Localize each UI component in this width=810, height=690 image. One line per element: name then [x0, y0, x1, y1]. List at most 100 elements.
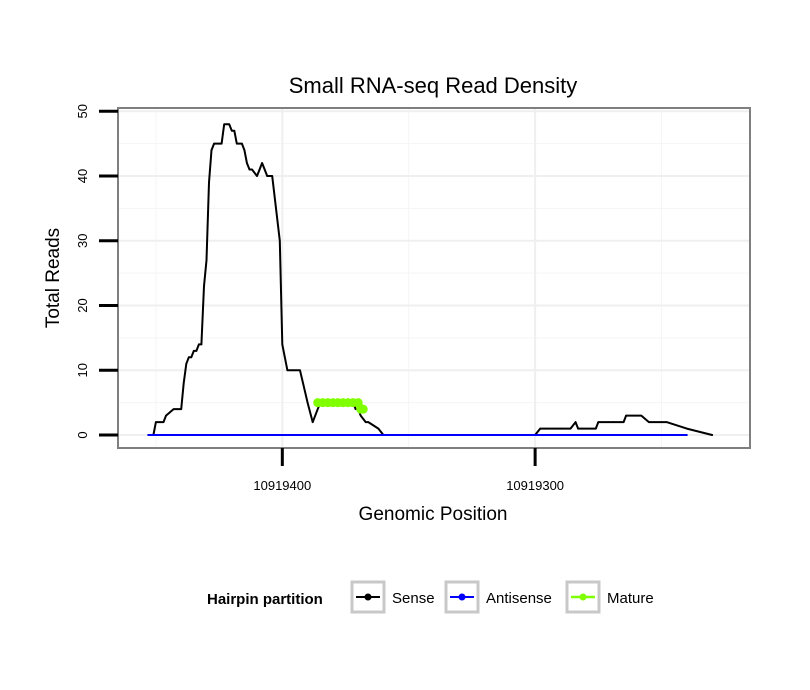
- data-point-sense: [198, 343, 200, 346]
- data-point-sense: [233, 129, 236, 132]
- data-point-sense: [256, 175, 258, 177]
- data-point-sense: [289, 369, 291, 372]
- y-tick-label: 50: [75, 104, 90, 118]
- data-point-antisense: [147, 434, 150, 436]
- data-point-sense: [559, 427, 562, 430]
- x-tick-label: 10919400: [253, 478, 311, 493]
- data-point-sense: [686, 427, 688, 430]
- data-point-sense: [367, 421, 370, 423]
- data-point-sense: [205, 259, 208, 261]
- data-point-sense: [607, 421, 610, 423]
- data-point-sense: [594, 427, 597, 430]
- legend-item-antisense: Antisense: [444, 580, 552, 614]
- chart-title: Small RNA-seq Read Density: [289, 73, 578, 98]
- data-point-sense: [650, 421, 653, 423]
- data-point-sense: [266, 175, 268, 177]
- data-point-sense: [175, 408, 177, 410]
- data-point-sense: [195, 350, 198, 352]
- data-point-sense: [261, 162, 263, 164]
- data-point-sense: [241, 142, 243, 145]
- data-point-sense: [155, 421, 157, 423]
- data-point-sense: [574, 421, 577, 423]
- data-point-sense: [228, 123, 231, 125]
- plot-background: [118, 108, 750, 448]
- x-axis-title: Genomic Position: [359, 504, 508, 525]
- data-point-sense: [539, 427, 541, 430]
- data-point-mature: [358, 404, 368, 414]
- data-point-sense: [268, 175, 271, 177]
- data-point-sense: [246, 162, 248, 164]
- legend-item-mature: Mature: [565, 580, 654, 614]
- data-point-sense: [236, 142, 238, 145]
- y-tick-label: 30: [75, 234, 90, 248]
- data-point-sense: [248, 168, 251, 171]
- data-point-sense: [554, 427, 557, 430]
- data-point-sense: [354, 408, 357, 410]
- legend-label-sense: Sense: [392, 590, 435, 607]
- data-point-sense: [230, 129, 233, 132]
- data-point-sense: [278, 239, 281, 242]
- data-point-sense: [258, 168, 261, 171]
- data-point-sense: [238, 142, 241, 145]
- data-point-sense: [648, 421, 650, 423]
- data-point-sense: [271, 175, 274, 177]
- data-point-sense: [364, 421, 367, 423]
- y-tick-label: 10: [75, 363, 90, 377]
- legend: Hairpin partition Sense Antisense Mature: [207, 580, 654, 614]
- data-point-sense: [544, 427, 547, 430]
- data-point-sense: [625, 414, 627, 417]
- legend-title: Hairpin partition: [207, 591, 323, 608]
- data-point-sense: [306, 401, 309, 404]
- data-point-sense: [172, 408, 175, 410]
- data-point-sense: [162, 421, 165, 423]
- data-point-sense: [569, 427, 572, 430]
- data-point-sense: [208, 181, 210, 184]
- data-point-sense: [612, 421, 615, 423]
- data-point-sense: [577, 427, 579, 430]
- data-point-sense: [711, 434, 713, 436]
- data-point-sense: [180, 408, 182, 410]
- data-point-sense: [377, 427, 380, 430]
- data-point-sense: [640, 414, 643, 417]
- legend-label-mature: Mature: [607, 590, 654, 607]
- legend-dot-mature: [579, 593, 587, 601]
- plot-border: [117, 107, 751, 449]
- data-point-sense: [294, 369, 296, 372]
- data-point-sense: [165, 414, 167, 417]
- x-tick-label: 10919300: [506, 478, 564, 493]
- data-point-sense: [635, 414, 638, 417]
- data-point-sense: [187, 356, 190, 359]
- data-point-sense: [190, 356, 193, 359]
- data-point-sense: [660, 421, 663, 423]
- data-point-sense: [291, 369, 294, 372]
- data-point-sense: [299, 369, 301, 372]
- data-point-sense: [251, 168, 253, 171]
- data-point-sense: [215, 142, 218, 145]
- data-point-sense: [665, 421, 668, 423]
- data-point-antisense: [686, 434, 688, 436]
- legend-dot-sense: [364, 593, 372, 601]
- series-layer: [147, 123, 714, 436]
- data-point-sense: [203, 285, 205, 287]
- y-axis-title: Total Reads: [43, 228, 64, 328]
- y-tick-label: 20: [75, 298, 90, 312]
- legend-label-antisense: Antisense: [486, 590, 552, 607]
- data-point-sense: [182, 382, 185, 385]
- y-tick-label: 40: [75, 169, 90, 183]
- grid-lines: [118, 108, 750, 448]
- data-point-sense: [220, 142, 223, 145]
- data-point-sense: [359, 414, 362, 417]
- data-point-sense: [281, 343, 284, 346]
- data-point-sense: [185, 363, 188, 365]
- data-point-sense: [193, 350, 195, 352]
- data-point-sense: [597, 421, 600, 423]
- axes: 0 10 20 30 40 50 10919400 10919300: [75, 104, 564, 493]
- legend-item-sense: Sense: [350, 580, 435, 614]
- data-point-sense: [286, 369, 289, 372]
- y-tick-label: 0: [75, 431, 90, 438]
- legend-dot-antisense: [458, 593, 466, 601]
- data-point-sense: [243, 149, 246, 151]
- data-point-sense: [311, 421, 314, 423]
- data-point-sense: [223, 123, 225, 125]
